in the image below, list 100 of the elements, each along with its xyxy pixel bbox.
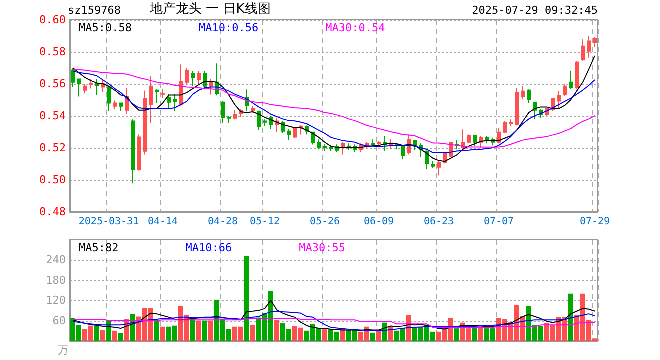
- candlestick: [497, 128, 501, 144]
- line-series: [72, 56, 596, 162]
- bar: [112, 330, 118, 341]
- candlestick: [509, 119, 513, 127]
- candlestick: [329, 145, 333, 152]
- bar: [196, 320, 202, 341]
- bar: [208, 320, 214, 341]
- text: MA30:55: [299, 242, 346, 254]
- candlestick: [587, 36, 591, 58]
- candlestick: [503, 120, 507, 134]
- x-tick-label: 2025-03-31: [78, 216, 140, 228]
- bar: [478, 326, 484, 341]
- bar: [250, 325, 256, 341]
- candlestick: [377, 140, 381, 146]
- candlestick: [143, 90, 147, 156]
- candlestick: [161, 89, 165, 99]
- line-series: [72, 318, 596, 328]
- x-tick-label: 05-26: [310, 216, 340, 228]
- bar: [202, 320, 208, 341]
- candlestick: [575, 60, 579, 90]
- bar: [100, 330, 106, 341]
- candlestick: [197, 70, 201, 86]
- bar: [568, 294, 574, 341]
- candlestick: [581, 39, 585, 62]
- candlestick: [467, 134, 471, 144]
- chart-title: 地产龙头 一 日K线图: [149, 2, 271, 17]
- candlestick: [317, 139, 321, 150]
- text: MA10:0.56: [198, 22, 259, 34]
- y-tick-label: 0.50: [40, 174, 66, 186]
- x-tick-label: 04-28: [208, 216, 238, 228]
- y-tick-label: 0.48: [40, 206, 66, 218]
- candlestick: [203, 70, 207, 90]
- bar: [94, 326, 100, 341]
- y-tick-label: 0.54: [40, 110, 66, 122]
- line-series: [72, 310, 596, 332]
- candlestick: [131, 119, 135, 184]
- candlestick: [149, 76, 153, 124]
- y-tick-label: 0.52: [40, 142, 66, 154]
- candlestick: [533, 102, 537, 120]
- line-series: [72, 300, 596, 332]
- bar: [190, 319, 196, 341]
- candlestick: [473, 134, 477, 147]
- candlestick: [293, 126, 297, 139]
- candlestick: [221, 100, 225, 124]
- text: MA10:66: [186, 242, 232, 254]
- candlestick: [89, 78, 93, 90]
- chart-subtitle: sz159768: [68, 4, 121, 17]
- x-tick-label: 07-07: [484, 216, 514, 228]
- candlestick: [563, 84, 567, 97]
- bar: [370, 332, 376, 341]
- bar: [118, 333, 124, 341]
- candlestick: [257, 110, 261, 131]
- candlestick: [371, 139, 375, 147]
- text: 万: [58, 344, 69, 357]
- candlestick: [485, 136, 489, 144]
- candlestick: [251, 106, 255, 114]
- candlestick: [401, 145, 405, 160]
- candlestick: [425, 150, 429, 170]
- x-tick-label: 04-14: [148, 216, 178, 228]
- candlestick: [437, 160, 441, 176]
- candlestick: [569, 70, 573, 90]
- text: 2025-07-29 09:32:45: [472, 4, 598, 17]
- candlestick: [95, 78, 99, 96]
- bar: [454, 328, 460, 341]
- candlestick: [179, 64, 183, 107]
- candlestick: [347, 143, 351, 151]
- candlestick: [431, 160, 435, 168]
- candlestick: [527, 89, 531, 104]
- candlestick: [119, 102, 123, 112]
- candlestick: [233, 110, 237, 120]
- y-tick-label: 240: [46, 254, 66, 267]
- candlestick: [173, 94, 177, 112]
- text: MA5:82: [79, 242, 119, 254]
- candlestick: [227, 116, 231, 124]
- candlestick: [521, 86, 525, 100]
- y-tick-label: 0.58: [40, 46, 66, 58]
- candlestick: [77, 78, 81, 98]
- candlestick: [191, 70, 195, 87]
- text: MA30:0.54: [326, 22, 386, 34]
- text: MA5:0.58: [79, 22, 132, 34]
- candlestick: [515, 88, 519, 126]
- candlestick: [167, 94, 171, 108]
- y-tick-label: 180: [46, 274, 66, 287]
- candlestick: [113, 100, 117, 110]
- candlestick: [341, 142, 345, 156]
- candlestick: [593, 36, 597, 48]
- bar: [274, 320, 280, 341]
- y-tick-label: 0.60: [40, 14, 66, 26]
- candlestick: [71, 68, 75, 88]
- candlestick: [287, 128, 291, 141]
- candlestick: [557, 90, 561, 108]
- bar: [160, 326, 166, 341]
- candlestick: [209, 78, 213, 96]
- candlestick: [263, 119, 267, 127]
- candlestick: [413, 140, 417, 151]
- y-tick-label: 0.56: [40, 78, 66, 90]
- candlestick: [107, 86, 111, 112]
- y-tick-label: 60: [52, 314, 66, 328]
- bar: [244, 256, 250, 341]
- candlestick: [155, 89, 159, 104]
